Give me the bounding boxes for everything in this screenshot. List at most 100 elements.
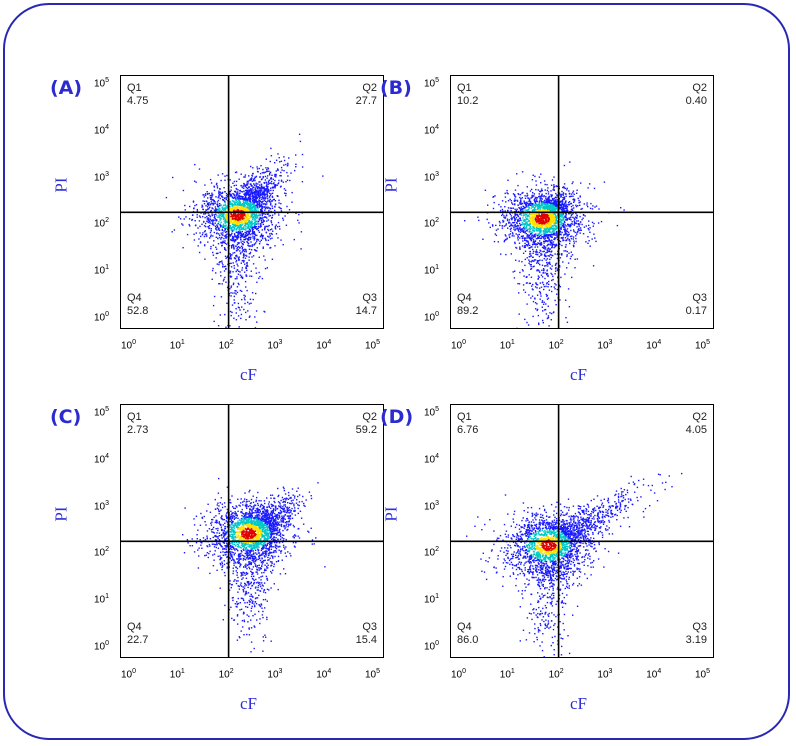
- event-point: [548, 243, 550, 245]
- event-point: [245, 275, 248, 277]
- event-point: [261, 221, 263, 224]
- event-point: [227, 195, 229, 198]
- event-point: [546, 237, 549, 239]
- event-point: [581, 207, 583, 210]
- event-point: [572, 238, 574, 240]
- event-point: [234, 239, 236, 241]
- event-point: [259, 204, 261, 207]
- event-point: [552, 234, 554, 236]
- event-point: [267, 225, 269, 228]
- event-point: [260, 239, 262, 241]
- event-point: [509, 207, 512, 209]
- event-point: [534, 236, 536, 238]
- event-point: [531, 235, 533, 237]
- event-point: [251, 226, 253, 229]
- event-point: [526, 257, 528, 259]
- event-point: [545, 200, 547, 203]
- event-point: [274, 213, 276, 215]
- event-point: [235, 221, 237, 223]
- event-point: [518, 220, 520, 222]
- event-point: [253, 213, 256, 215]
- event-point: [538, 176, 541, 178]
- event-point: [289, 179, 291, 182]
- event-point: [567, 223, 569, 226]
- event-point: [579, 201, 581, 203]
- event-point: [235, 225, 237, 227]
- event-point: [232, 226, 234, 229]
- event-point: [258, 193, 260, 195]
- event-point: [573, 201, 575, 203]
- event-point: [213, 189, 216, 192]
- event-point: [557, 206, 559, 208]
- event-point: [546, 263, 549, 265]
- event-point: [219, 223, 222, 225]
- event-point: [236, 228, 238, 230]
- event-point: [232, 197, 235, 199]
- event-point: [551, 228, 554, 230]
- event-point: [579, 232, 581, 234]
- event-point: [553, 200, 555, 202]
- event-point: [254, 221, 256, 223]
- event-point: [232, 193, 234, 195]
- event-point: [508, 225, 511, 227]
- event-point: [519, 224, 522, 227]
- event-point: [295, 166, 297, 168]
- event-point: [258, 181, 260, 183]
- event-point: [539, 190, 541, 193]
- event-point: [562, 224, 565, 226]
- event-point: [536, 235, 539, 237]
- event-point: [513, 221, 516, 224]
- event-point: [246, 180, 249, 183]
- event-point: [229, 253, 231, 255]
- event-point: [225, 234, 227, 236]
- event-point: [249, 193, 251, 196]
- event-point: [236, 276, 238, 278]
- event-point: [552, 222, 554, 224]
- event-point: [236, 218, 238, 220]
- event-point: [261, 186, 263, 188]
- event-point: [528, 206, 530, 208]
- event-point: [236, 209, 239, 211]
- event-point: [570, 216, 572, 218]
- event-point: [246, 202, 249, 204]
- event-point: [527, 324, 530, 326]
- event-point: [538, 290, 541, 293]
- event-point: [254, 222, 256, 224]
- event-point: [236, 263, 238, 265]
- event-point: [510, 223, 512, 225]
- event-point: [256, 205, 258, 207]
- event-point: [275, 174, 277, 176]
- event-point: [240, 238, 242, 240]
- event-point: [565, 233, 567, 235]
- event-point: [570, 229, 572, 232]
- event-point: [545, 192, 547, 195]
- event-point: [221, 228, 223, 231]
- event-point: [261, 201, 263, 203]
- event-point: [237, 221, 239, 223]
- event-point: [524, 242, 526, 245]
- event-point: [209, 215, 212, 217]
- event-point: [516, 213, 519, 216]
- event-point: [237, 248, 239, 251]
- event-point: [235, 205, 237, 207]
- event-point: [554, 244, 556, 246]
- event-point: [246, 289, 248, 292]
- event-point: [260, 187, 262, 189]
- event-point: [215, 208, 217, 210]
- event-point: [266, 168, 268, 171]
- event-point: [570, 255, 572, 258]
- event-point: [260, 203, 263, 205]
- event-point: [538, 236, 540, 238]
- event-point: [300, 248, 302, 250]
- event-point: [543, 222, 545, 224]
- event-point: [209, 206, 211, 208]
- event-point: [282, 181, 284, 183]
- event-point: [244, 263, 246, 265]
- event-point: [230, 218, 232, 220]
- event-point: [234, 226, 237, 228]
- event-point: [517, 225, 520, 227]
- event-point: [555, 266, 557, 269]
- event-point: [265, 167, 267, 169]
- event-point: [553, 231, 555, 233]
- event-point: [540, 202, 543, 204]
